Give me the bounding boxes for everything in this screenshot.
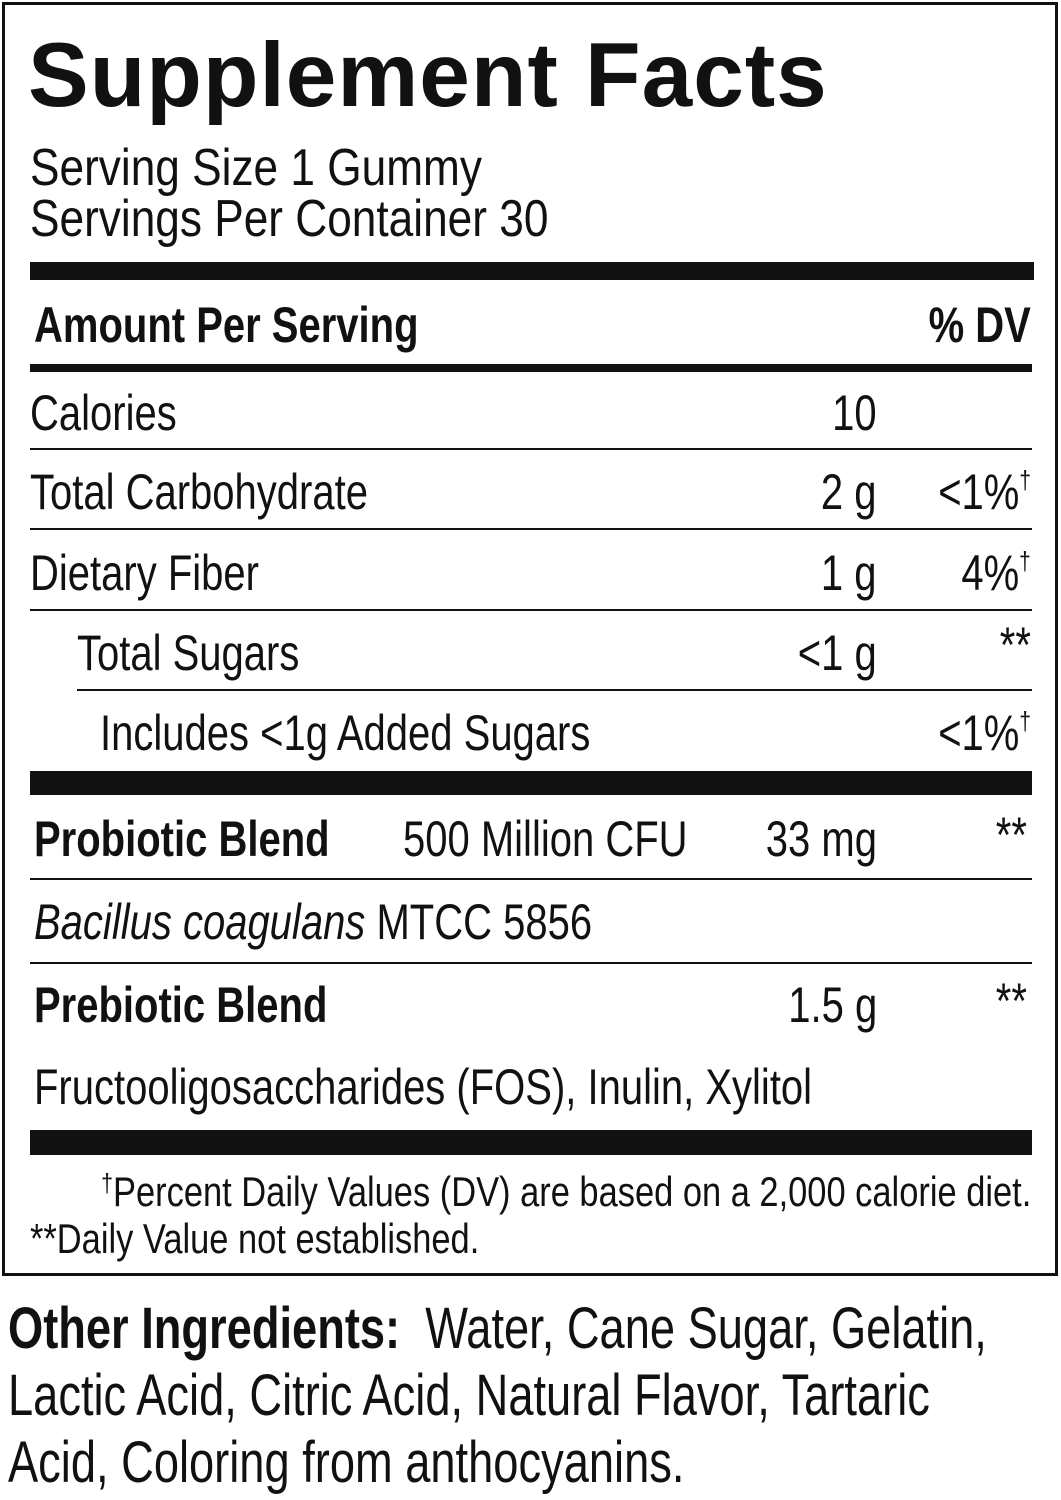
row-rule [30,448,1032,450]
blend-dv: ** [995,807,1027,863]
blend-count: 500 Million CFU [403,811,688,867]
blend-amount: 1.5 g [788,977,877,1033]
title: Supplement Facts [28,25,828,126]
facts-box [2,2,1058,1276]
blend-detail: Bacillus coagulans MTCC 5856 [34,897,592,947]
medium-bar [30,364,1032,372]
row-rule [30,528,1032,530]
row-name: Calories [30,385,177,441]
blend-name: Prebiotic Blend [34,977,328,1033]
dv: <1% [938,705,1020,761]
footnote: †Percent Daily Values (DV) are based on … [101,1170,1031,1213]
thick-bar [30,771,1032,795]
dv: <1% [938,464,1020,520]
row-name: Total Sugars [77,625,300,681]
dagger: † [1019,546,1031,576]
blend-amount: 33 mg [765,811,877,867]
row-amount: 2 g [821,464,877,520]
row-dv: ** [999,617,1031,673]
header-amount: Amount Per Serving [34,297,419,353]
ingredients-line: Lactic Acid, Citric Acid, Natural Flavor… [8,1363,930,1428]
row-name: Dietary Fiber [30,545,259,601]
servings-per-container: Servings Per Container 30 [30,190,549,248]
thick-bar [30,1130,1032,1155]
dagger: † [100,1168,113,1198]
footnote: **Daily Value not established. [30,1215,480,1262]
serving-size: Serving Size 1 Gummy [30,139,482,197]
row-rule [30,962,1032,964]
row-amount: 1 g [821,545,877,601]
row-rule [77,689,1032,691]
row-rule [30,878,1032,880]
dv: 4% [961,545,1020,601]
ingredients-line: Water, Cane Sugar, Gelatin, [425,1296,987,1361]
strain: MTCC 5856 [376,894,593,950]
blend-detail: Fructooligosaccharides (FOS), Inulin, Xy… [34,1059,813,1115]
other-ingredients: Other Ingredients: Water, Cane Sugar, Ge… [8,1300,987,1358]
header-dv: % DV [928,297,1031,353]
row-amount: <1 g [798,625,877,681]
row-amount: 10 [832,385,878,441]
row-name: Includes <1g Added Sugars [100,705,591,761]
dagger: † [1019,706,1031,736]
row-rule [30,609,1032,611]
dagger: † [1019,465,1031,495]
blend-dv: ** [995,973,1027,1029]
ingredients-line: Acid, Coloring from anthocyanins. [8,1430,685,1495]
other-ingredients-label: Other Ingredients: [8,1296,401,1361]
row-name: Total Carbohydrate [30,464,368,520]
footnote-text: Percent Daily Values (DV) are based on a… [112,1168,1031,1215]
row-dv: <1%† [938,708,1031,758]
species: Bacillus coagulans [34,894,366,950]
blend-name: Probiotic Blend [34,811,330,867]
row-dv: <1%† [938,467,1031,517]
thick-bar [30,262,1034,280]
row-dv: 4%† [962,548,1031,598]
